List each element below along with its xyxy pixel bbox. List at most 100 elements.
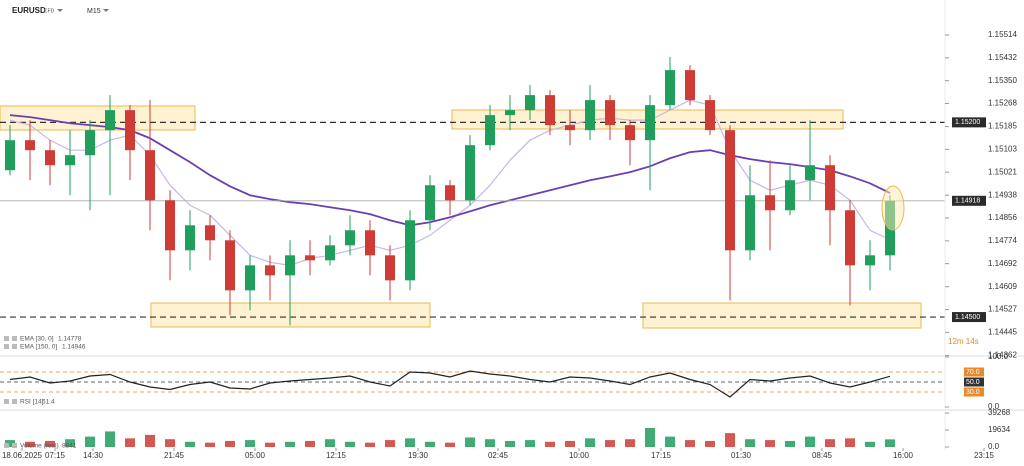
y-tick-label: 1.14938 — [988, 190, 1017, 199]
candle-body — [325, 245, 335, 261]
volume-bar — [725, 433, 735, 447]
legend-name: Volume (real) — [20, 443, 59, 450]
level-label-box — [952, 312, 986, 323]
volume-bar — [5, 440, 15, 447]
volume-bar — [625, 439, 635, 447]
legend-icon[interactable] — [12, 443, 17, 448]
y-tick-label: 1.15514 — [988, 30, 1017, 39]
candle-body — [225, 240, 235, 291]
legend-icon[interactable] — [12, 399, 17, 404]
dropdown-icon[interactable] — [57, 9, 63, 12]
volume-bar — [565, 440, 575, 447]
y-tick-label: 0.0 — [988, 402, 1000, 411]
candle-body — [365, 230, 375, 256]
candle-body — [625, 125, 635, 141]
volume-bar — [85, 436, 95, 447]
volume-bar — [805, 436, 815, 447]
candle-body — [725, 130, 735, 251]
legend-name: EMA [150, 0] — [20, 344, 57, 351]
candle-body — [245, 265, 255, 291]
volume-bar — [265, 442, 275, 447]
candle-body — [845, 210, 855, 266]
y-tick-label: 1.14609 — [988, 282, 1017, 291]
candle-body — [745, 195, 755, 251]
candle-body — [125, 110, 135, 151]
candle-body — [705, 100, 715, 131]
timeframe[interactable]: M15 — [87, 8, 101, 15]
volume-bar — [25, 441, 35, 447]
ema-line — [9, 99, 891, 266]
volume-bar — [845, 438, 855, 447]
candle-body — [185, 225, 195, 251]
volume-bar — [325, 439, 335, 447]
volume-bar — [665, 436, 675, 447]
x-tick-label: 16:00 — [893, 451, 914, 460]
candle-body — [445, 185, 455, 201]
candle-body — [25, 140, 35, 151]
candle-body — [685, 70, 695, 101]
symbol[interactable]: EURUSD — [12, 6, 46, 15]
candle-body — [65, 155, 75, 166]
legend-icon[interactable] — [12, 336, 17, 341]
volume-bar — [305, 440, 315, 447]
rsi-level-box — [964, 387, 984, 397]
volume-bar — [285, 441, 295, 447]
candle-body — [485, 115, 495, 146]
rsi-level-box — [964, 367, 984, 377]
legend-value: 1.14946 — [62, 344, 86, 351]
volume-bar — [385, 440, 395, 447]
volume-bar — [445, 442, 455, 447]
legend-icon[interactable] — [4, 443, 9, 448]
volume-bar — [765, 440, 775, 447]
y-tick-label: 1.14856 — [988, 213, 1017, 222]
y-tick-label: 1.14692 — [988, 259, 1017, 268]
volume-bar — [685, 440, 695, 447]
y-tick-label: 100.0 — [988, 352, 1009, 361]
x-tick-label: 17:15 — [651, 451, 672, 460]
candle-body — [545, 95, 555, 126]
y-tick-label: 1.14445 — [988, 327, 1017, 336]
legend-icon[interactable] — [4, 399, 9, 404]
countdown: 12m 14s — [948, 337, 979, 346]
y-tick-label: 1.14774 — [988, 236, 1017, 245]
y-tick-label: 1.14362 — [988, 351, 1017, 360]
legend-icon[interactable] — [4, 344, 9, 349]
current-price-label: 1.14918 — [955, 198, 980, 205]
legend-icon[interactable] — [12, 344, 17, 349]
volume-bar — [245, 440, 255, 447]
volume-bar — [585, 438, 595, 447]
volume-bar — [505, 440, 515, 447]
legend-value: 61.4 — [42, 399, 55, 406]
volume-bar — [545, 441, 555, 447]
x-tick-label: 18.06.2025 — [2, 451, 43, 460]
volume-bar — [345, 441, 355, 447]
legend-icon[interactable] — [4, 336, 9, 341]
legend-name: EMA [30, 0] — [20, 336, 54, 343]
candle-body — [865, 255, 875, 266]
rsi-line — [9, 370, 891, 398]
x-tick-label: 02:45 — [488, 451, 509, 460]
candle-body — [465, 145, 475, 201]
candle-body — [5, 140, 15, 171]
dropdown-icon[interactable] — [103, 9, 109, 12]
x-tick-label: 01:30 — [731, 451, 752, 460]
y-tick-label: 1.15268 — [988, 99, 1017, 108]
volume-bar — [145, 434, 155, 447]
market: CFD — [44, 8, 55, 14]
highlight — [881, 185, 905, 231]
volume-bar — [225, 440, 235, 447]
legend-name: RSI [14] — [20, 399, 44, 406]
volume-bar — [825, 439, 835, 447]
ema-line — [9, 114, 891, 227]
candle-body — [145, 150, 155, 201]
y-tick-label: 1.15021 — [988, 167, 1017, 176]
volume-bar — [885, 439, 895, 447]
y-tick-label: 0.0 — [988, 442, 1000, 451]
volume-bar — [485, 439, 495, 447]
volume-bar — [125, 438, 135, 447]
volume-bar — [405, 438, 415, 447]
volume-bar — [645, 427, 655, 447]
candle-body — [425, 185, 435, 221]
